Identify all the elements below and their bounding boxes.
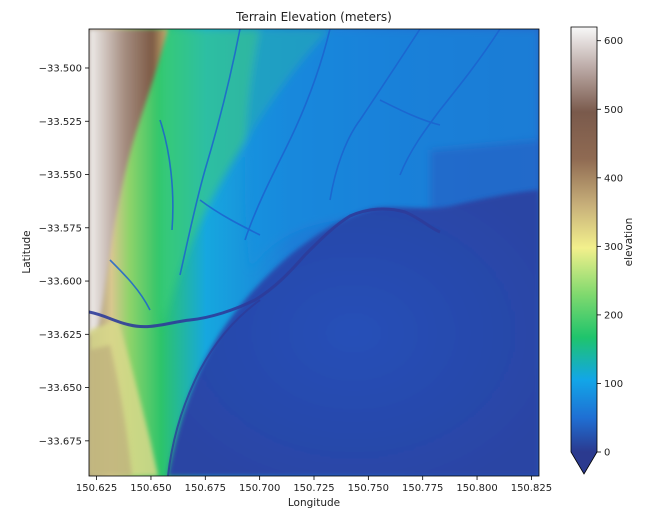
y-tick-label: −33.625 [39,330,82,341]
x-tick-label: 150.675 [185,483,226,494]
colorbar-tick-label: 600 [604,36,623,47]
colorbar-under-extension [571,452,597,474]
x-tick-label: 150.725 [293,483,334,494]
colorbar-outline [570,26,598,475]
y-tick-label: −33.575 [39,223,82,234]
x-tick-label: 150.750 [348,483,389,494]
y-axis-label: Latitude [21,230,33,273]
colorbar-tick-label: 500 [604,105,623,116]
y-tick-label: −33.675 [39,436,82,447]
x-axis-label: Longitude [288,497,340,509]
y-tick-label: −33.600 [39,277,82,288]
x-axis: 150.625 150.650 150.675 150.700 150.725 150.7… [76,476,552,494]
colorbar: 0 100 200 300 400 500 600 elevation [570,26,635,475]
colorbar-tick-label: 0 [604,448,610,459]
colorbar-tick-label: 400 [604,173,623,184]
heatmap-image [89,29,539,476]
y-tick-label: −33.650 [39,383,82,394]
chart-title: Terrain Elevation (meters) [235,10,392,24]
colorbar-tick-label: 100 [604,379,623,390]
x-tick-label: 150.825 [511,483,552,494]
y-tick-label: −33.500 [39,63,82,74]
x-tick-label: 150.625 [76,483,117,494]
colorbar-label: elevation [623,218,635,267]
x-tick-label: 150.700 [239,483,280,494]
x-tick-label: 150.800 [456,483,497,494]
x-tick-label: 150.650 [130,483,171,494]
y-axis: −33.500 −33.525 −33.550 −33.575 −33.600 −33.6… [39,63,89,447]
y-tick-label: −33.525 [39,117,82,128]
y-tick-label: −33.550 [39,170,82,181]
colorbar-tick-label: 300 [604,242,623,253]
x-tick-label: 150.775 [402,483,443,494]
colorbar-gradient [571,27,597,452]
colorbar-tick-label: 200 [604,310,623,321]
